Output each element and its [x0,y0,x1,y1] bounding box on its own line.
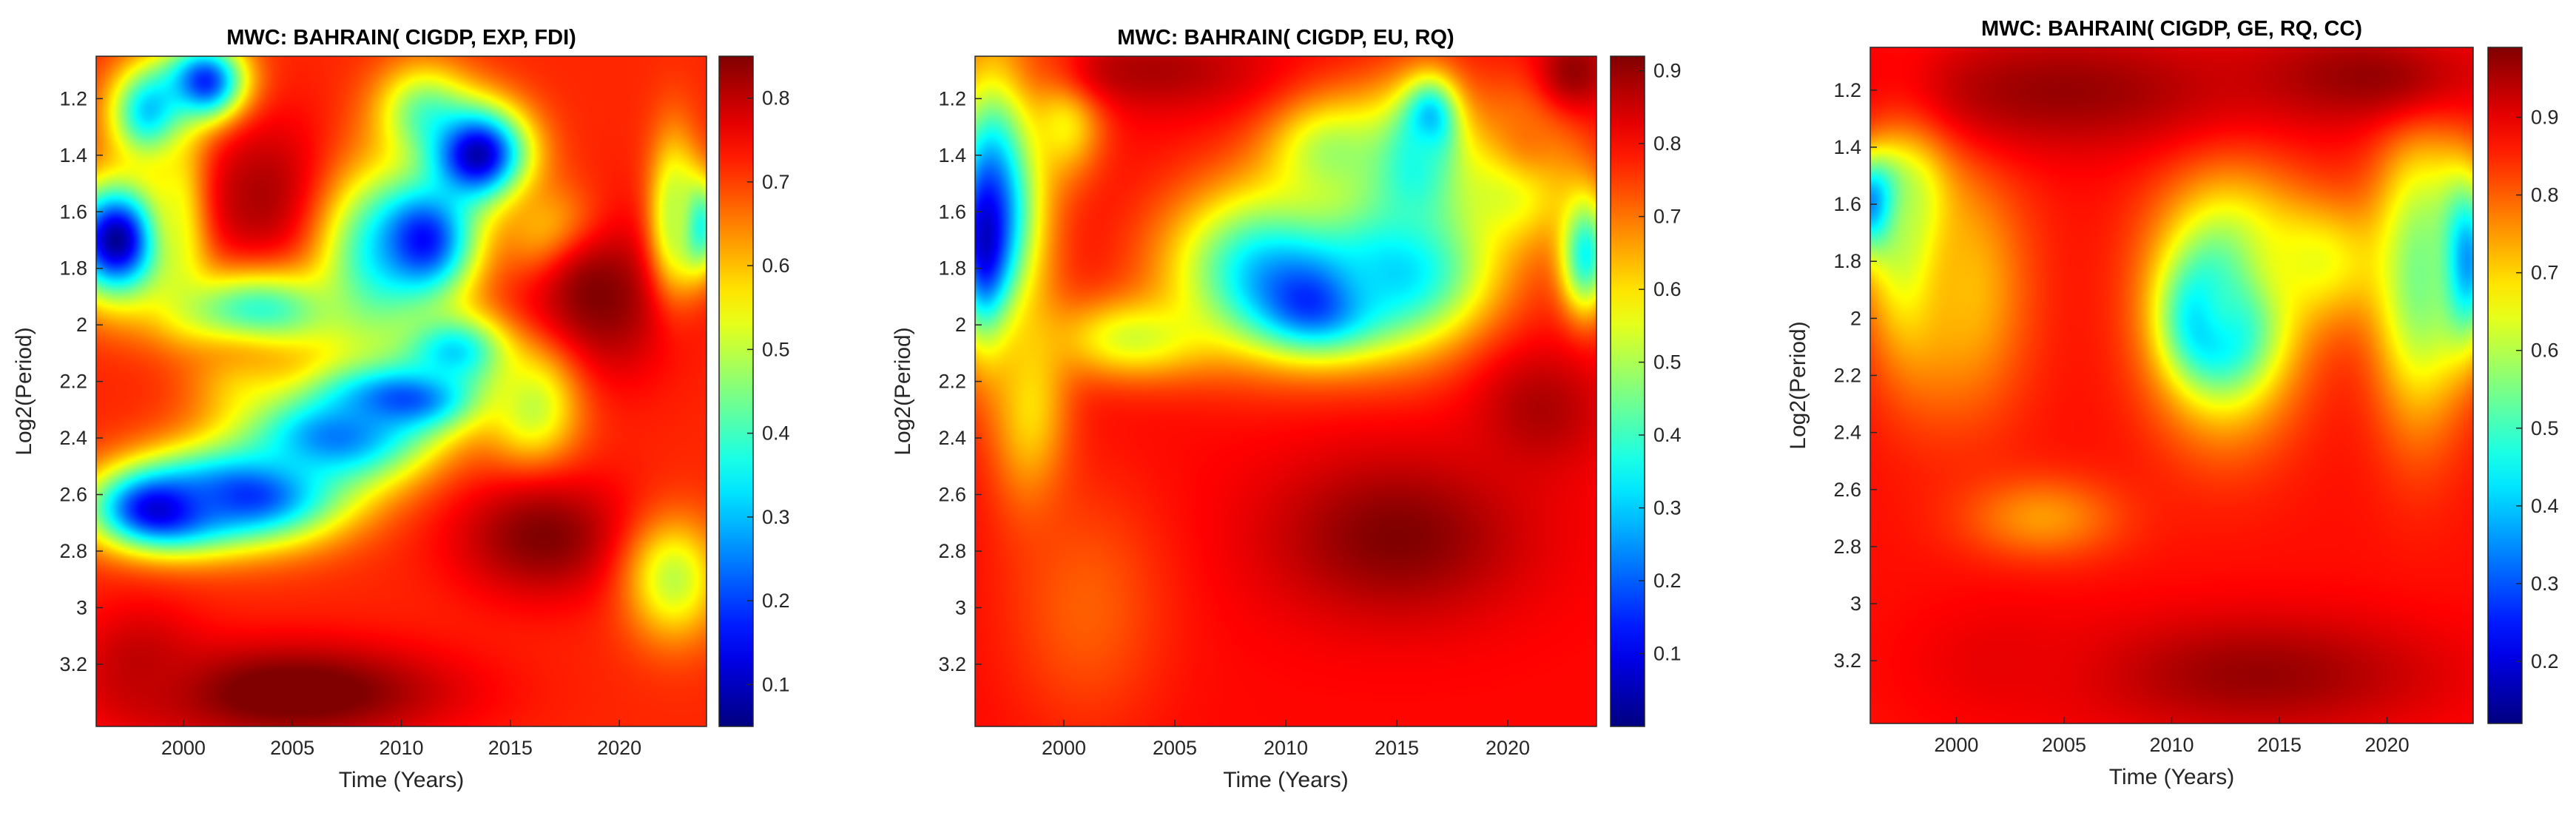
y-tick-label: 1.6 [1833,193,1861,215]
y-tick-label: 1.4 [59,144,87,166]
x-tick-label: 2015 [488,737,533,759]
chart-title: MWC: BAHRAIN( CIGDP, EXP, FDI) [226,26,576,50]
y-tick-label: 3.2 [59,653,87,675]
colorbar-tick-label: 0.4 [762,422,790,445]
x-tick-label: 2005 [1153,737,1197,759]
colorbar-tick-label: 0.5 [1653,351,1682,374]
colorbar-tick-label: 0.1 [1653,643,1682,665]
colorbar-tick-label: 0.8 [762,87,790,109]
x-tick-label: 2000 [161,737,206,759]
y-axis-label: Log2(Period) [891,327,915,455]
colorbar [718,55,754,727]
x-tick-label: 2020 [1486,737,1530,759]
y-tick-label: 2.2 [938,371,966,393]
y-tick-label: 1.4 [938,144,966,166]
y-tick-label: 1.2 [1833,79,1861,101]
y-axis-label: Log2(Period) [12,327,36,455]
heatmap-image [975,56,1596,726]
colorbar-tick-label: 0.7 [1653,206,1682,228]
y-axis-label: Log2(Period) [1786,321,1810,449]
colorbar-tick-label: 0.3 [762,506,790,528]
colorbar-tick-label: 0.8 [2531,184,2559,206]
y-tick-label: 1.2 [938,87,966,109]
y-tick-label: 1.8 [1833,250,1861,272]
y-tick-label: 3 [955,596,966,618]
chart-title: MWC: BAHRAIN( CIGDP, EU, RQ) [1117,26,1454,50]
y-tick-label: 2.4 [1833,422,1861,444]
y-tick-label: 2 [1850,307,1861,329]
colorbar-tick-label: 0.9 [2531,107,2559,129]
x-axis-label: Time (Years) [1223,768,1348,792]
x-tick-label: 2000 [1042,737,1086,759]
colorbar-tick-label: 0.7 [762,171,790,193]
y-tick-label: 1.6 [59,200,87,223]
x-tick-label: 2000 [1934,734,1978,756]
y-tick-label: 2.4 [59,427,87,449]
y-tick-label: 2.8 [1833,536,1861,558]
x-tick-label: 2020 [597,737,641,759]
x-tick-label: 2015 [1375,737,1419,759]
colorbar-tick-label: 0.3 [2531,573,2559,595]
colorbar-tick-label: 0.6 [762,254,790,277]
x-tick-label: 2010 [379,737,423,759]
colorbar-tick-label: 0.4 [1653,424,1682,446]
chart-2: MWC: BAHRAIN( CIGDP, EU, RQ) 2000 2005 2010… [891,26,1682,792]
x-tick-label: 2020 [2365,734,2410,756]
y-tick-label: 3 [76,596,87,618]
colorbar-tick-label: 0.7 [2531,262,2559,284]
y-tick-label: 2.2 [1833,365,1861,387]
y-tick-label: 2.4 [938,427,966,449]
colorbar-tick-label: 0.6 [1653,278,1682,300]
chart-3: MWC: BAHRAIN( CIGDP, GE, RQ, CC) 2000 2005… [1786,17,2559,789]
y-tick-label: 3 [1850,593,1861,615]
y-tick-label: 1.6 [938,200,966,223]
y-tick-label: 1.8 [938,257,966,280]
colorbar-tick-label: 0.3 [1653,497,1682,519]
y-tick-label: 2 [76,314,87,336]
colorbar-tick-label: 0.6 [2531,340,2559,362]
y-tick-label: 2.8 [59,540,87,562]
y-tick-label: 2 [955,314,966,336]
colorbar-tick-label: 0.2 [2531,650,2559,672]
colorbar-tick-label: 0.9 [1653,60,1682,82]
y-tick-label: 2.6 [59,484,87,506]
y-tick-label: 1.2 [59,87,87,109]
x-tick-label: 2005 [270,737,314,759]
y-tick-label: 1.4 [1833,136,1861,158]
colorbar-tick-label: 0.2 [1653,570,1682,592]
colorbar-tick-label: 0.5 [762,338,790,360]
colorbar [2487,47,2523,724]
x-tick-label: 2010 [1264,737,1308,759]
colorbar [1610,55,1645,727]
y-tick-label: 2.2 [59,371,87,393]
heatmap-image [96,56,707,726]
colorbar-tick-label: 0.8 [1653,132,1682,155]
y-tick-label: 3.2 [938,653,966,675]
x-axis-label: Time (Years) [2109,765,2234,789]
y-tick-label: 2.6 [1833,479,1861,501]
heatmap-image [1870,47,2473,723]
y-tick-label: 2.6 [938,484,966,506]
y-tick-label: 3.2 [1833,650,1861,672]
colorbar-tick-label: 0.1 [762,673,790,695]
x-tick-label: 2005 [2042,734,2086,756]
x-tick-label: 2010 [2149,734,2194,756]
chart-1: MWC: BAHRAIN( CIGDP, EXP, FDI)2000 2005 20… [12,26,790,792]
chart-title: MWC: BAHRAIN( CIGDP, GE, RQ, CC) [1981,17,2362,41]
colorbar-tick-label: 0.2 [762,590,790,612]
colorbar-tick-label: 0.5 [2531,417,2559,439]
x-axis-label: Time (Years) [339,768,464,792]
y-tick-label: 2.8 [938,540,966,562]
x-tick-label: 2015 [2257,734,2302,756]
y-tick-label: 1.8 [59,257,87,280]
colorbar-tick-label: 0.4 [2531,495,2559,517]
